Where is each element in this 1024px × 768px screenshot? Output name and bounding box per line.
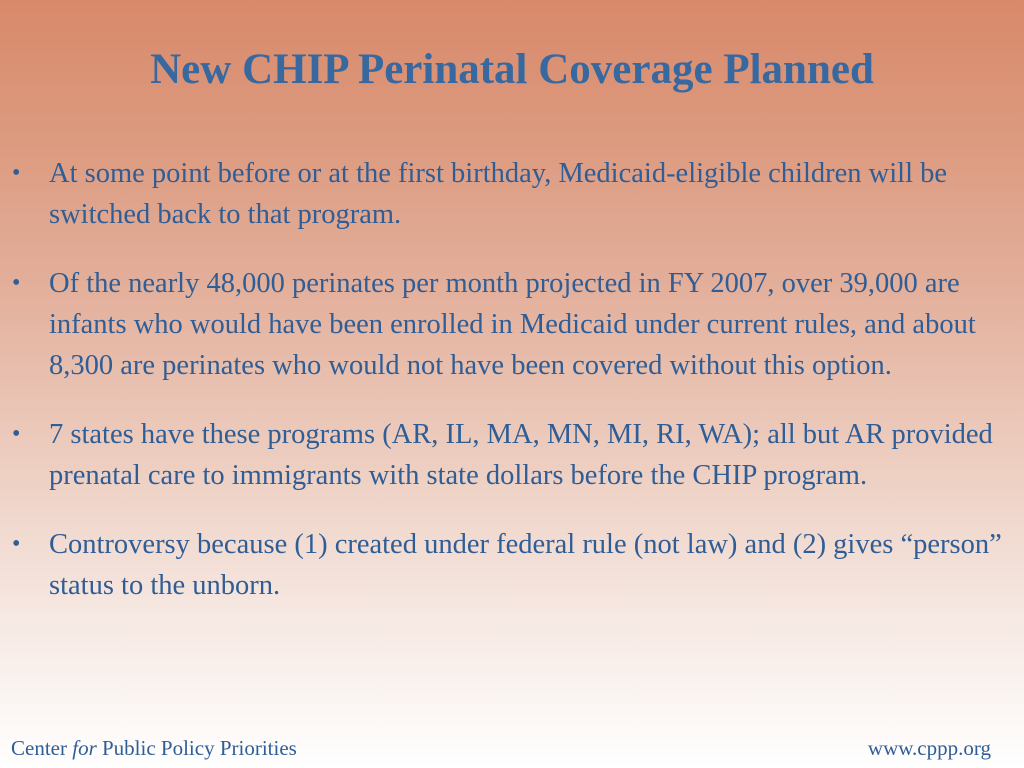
bullet-point-icon: • — [12, 531, 21, 557]
bullet-point-icon: • — [12, 421, 21, 447]
bullet-list: • At some point before or at the first b… — [0, 153, 1024, 634]
bullet-point-icon: • — [12, 160, 21, 186]
bullet-item: • At some point before or at the first b… — [0, 153, 1024, 235]
footer-org-part3: Public Policy Priorities — [96, 736, 297, 760]
footer-website: www.cppp.org — [867, 736, 991, 760]
bullet-point-icon: • — [12, 270, 21, 296]
slide-title: New CHIP Perinatal Coverage Planned — [150, 46, 874, 93]
bullet-item: • 7 states have these programs (AR, IL, … — [0, 414, 1024, 496]
bullet-text: Controversy because (1) created under fe… — [49, 529, 1002, 601]
footer-org-part2: for — [72, 736, 97, 760]
bullet-text: Of the nearly 48,000 perinates per month… — [49, 268, 976, 381]
bullet-item: • Of the nearly 48,000 perinates per mon… — [0, 263, 1024, 386]
bullet-text: 7 states have these programs (AR, IL, MA… — [49, 419, 993, 491]
bullet-item: • Controversy because (1) created under … — [0, 524, 1024, 606]
footer-organization: Center for Public Policy Priorities — [11, 734, 297, 762]
footer-org-part1: Center — [11, 736, 73, 760]
bullet-text: At some point before or at the first bir… — [49, 158, 948, 230]
